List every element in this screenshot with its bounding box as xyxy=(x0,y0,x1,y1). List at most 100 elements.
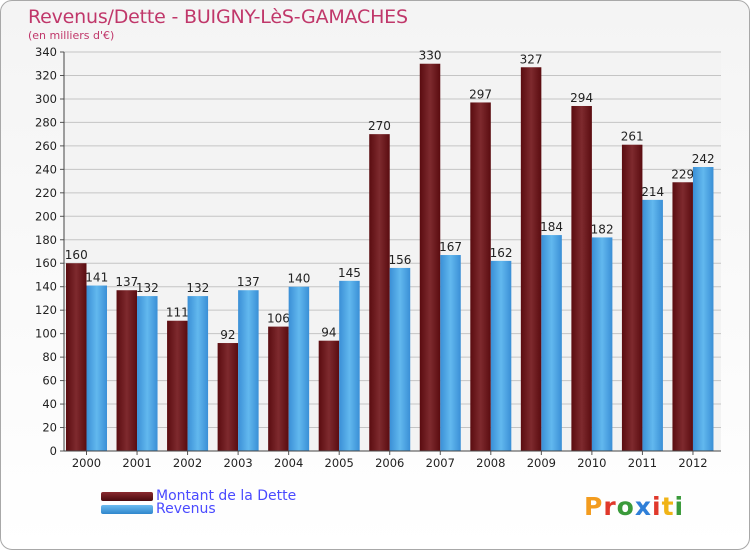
bar-dette xyxy=(116,290,138,451)
value-label-revenus: 132 xyxy=(136,281,159,295)
value-label-revenus: 214 xyxy=(641,185,664,199)
y-tick-label: 120 xyxy=(35,303,57,317)
bar-revenus xyxy=(288,286,310,451)
value-label-revenus: 140 xyxy=(287,272,310,286)
bar-revenus xyxy=(137,296,158,451)
proxiti-logo: Proxiti xyxy=(584,492,684,521)
value-label-dette: 327 xyxy=(520,52,543,66)
value-label-dette: 92 xyxy=(220,328,235,342)
x-tick-label: 2004 xyxy=(274,456,303,470)
value-label-dette: 330 xyxy=(419,49,442,63)
value-label-revenus: 156 xyxy=(389,253,412,267)
logo-letter: t xyxy=(661,492,675,521)
value-label-revenus: 137 xyxy=(237,275,260,289)
y-tick-label: 200 xyxy=(35,209,57,223)
x-tick-label: 2008 xyxy=(476,456,505,470)
bar-revenus xyxy=(440,255,461,451)
legend-swatch-revenus xyxy=(101,504,153,514)
x-tick-label: 2003 xyxy=(223,456,252,470)
x-tick-label: 2001 xyxy=(122,456,151,470)
bar-revenus xyxy=(339,280,360,451)
legend-label-dette: Montant de la Dette xyxy=(156,488,297,504)
bar-dette xyxy=(318,340,340,451)
bar-dette xyxy=(217,343,239,451)
bar-dette xyxy=(419,63,441,452)
value-label-dette: 111 xyxy=(166,306,189,320)
value-label-revenus: 141 xyxy=(85,271,108,285)
bar-dette xyxy=(621,144,643,452)
bar-dette xyxy=(571,105,592,451)
value-label-revenus: 242 xyxy=(692,152,715,166)
bar-dette xyxy=(167,320,188,451)
value-label-dette: 261 xyxy=(621,130,644,144)
legend-item-dette: Montant de la Dette xyxy=(101,488,296,504)
x-tick-label: 2002 xyxy=(173,456,202,470)
x-tick-label: 2009 xyxy=(527,456,556,470)
value-label-dette: 106 xyxy=(267,312,290,326)
y-tick-label: 0 xyxy=(50,444,57,458)
value-label-dette: 160 xyxy=(65,248,88,262)
y-tick-label: 340 xyxy=(35,45,57,59)
y-tick-label: 100 xyxy=(35,327,57,341)
y-tick-label: 140 xyxy=(35,280,57,294)
value-label-revenus: 167 xyxy=(439,240,462,254)
x-tick-label: 2007 xyxy=(426,456,455,470)
y-tick-label: 220 xyxy=(35,186,57,200)
y-tick-label: 300 xyxy=(35,92,57,106)
value-label-revenus: 184 xyxy=(540,220,563,234)
legend-swatch-dette xyxy=(101,491,153,501)
y-tick-label: 280 xyxy=(35,115,57,129)
x-tick-label: 2000 xyxy=(72,456,101,470)
logo-letter: o xyxy=(616,492,635,521)
y-tick-label: 260 xyxy=(35,139,57,153)
value-label-dette: 137 xyxy=(115,275,138,289)
y-tick-label: 160 xyxy=(35,256,57,270)
x-tick-label: 2005 xyxy=(325,456,354,470)
logo-letter: P xyxy=(584,492,604,521)
y-tick-label: 240 xyxy=(35,162,57,176)
y-tick-label: 320 xyxy=(35,68,57,82)
x-tick-label: 2012 xyxy=(678,456,707,470)
chart-title: Revenus/Dette - BUIGNY-LèS-GAMACHES xyxy=(28,6,408,28)
logo-letter: x xyxy=(634,492,652,521)
value-label-dette: 270 xyxy=(368,119,391,133)
value-label-revenus: 182 xyxy=(591,222,614,236)
logo-letter: i xyxy=(674,492,685,521)
value-label-dette: 294 xyxy=(570,91,593,105)
y-tick-label: 80 xyxy=(42,350,57,364)
bar-revenus xyxy=(389,267,411,451)
bar-dette xyxy=(470,102,491,451)
logo-letter: r xyxy=(603,492,617,521)
x-tick-label: 2010 xyxy=(577,456,606,470)
chart-subtitle: (en milliers d'€) xyxy=(28,29,115,42)
y-tick-label: 60 xyxy=(42,374,57,388)
x-tick-label: 2006 xyxy=(375,456,404,470)
bar-revenus xyxy=(642,199,663,451)
bar-revenus xyxy=(541,235,562,451)
bar-revenus xyxy=(692,167,714,451)
value-label-revenus: 132 xyxy=(186,281,209,295)
bar-dette xyxy=(268,326,289,451)
x-tick-label: 2011 xyxy=(628,456,657,470)
bar-revenus xyxy=(238,290,259,451)
legend-label-revenus: Revenus xyxy=(156,501,216,517)
bar-dette xyxy=(672,182,693,451)
value-label-dette: 94 xyxy=(321,326,336,340)
value-label-revenus: 145 xyxy=(338,266,361,280)
value-label-dette: 297 xyxy=(469,87,492,101)
value-label-dette: 229 xyxy=(671,167,694,181)
legend-item-revenus: Revenus xyxy=(101,501,216,517)
bar-revenus xyxy=(86,285,107,451)
bar-revenus xyxy=(490,260,512,451)
bar-dette xyxy=(520,67,542,451)
y-tick-label: 180 xyxy=(35,233,57,247)
logo-letter: i xyxy=(652,492,662,521)
y-tick-label: 40 xyxy=(42,397,57,411)
bar-dette xyxy=(369,134,390,451)
value-label-revenus: 162 xyxy=(490,246,513,260)
bar-revenus xyxy=(187,296,209,451)
bar-revenus xyxy=(591,237,613,451)
y-tick-label: 20 xyxy=(42,421,57,435)
